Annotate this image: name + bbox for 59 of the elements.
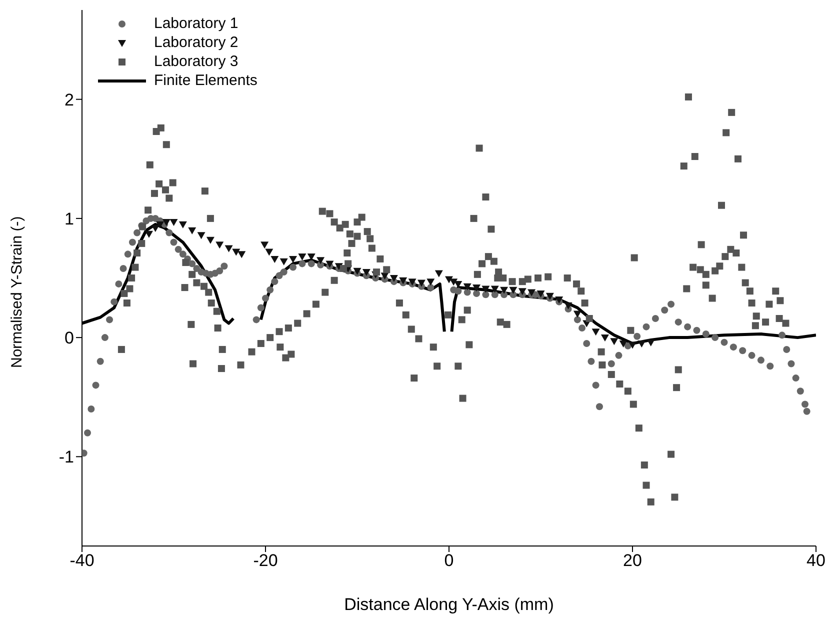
point: [178, 221, 187, 228]
x-tick-label: -20: [253, 551, 278, 570]
point: [156, 221, 164, 228]
y-axis-title: Normalised Y-Strain (-): [8, 216, 26, 368]
point: [151, 224, 160, 232]
point: [482, 286, 490, 293]
point: [260, 242, 269, 249]
point: [619, 340, 628, 348]
point: [463, 283, 472, 290]
point: [144, 230, 153, 238]
legend-label: Laboratory 3: [154, 52, 238, 71]
point: [224, 245, 233, 252]
point: [450, 278, 458, 286]
point: [426, 278, 435, 286]
legend-label: Finite Elements: [154, 71, 258, 90]
point: [454, 280, 462, 288]
point: [289, 256, 298, 263]
y-tick-label: 2: [64, 90, 74, 110]
point: [518, 288, 526, 296]
point: [265, 248, 274, 256]
legend-label: Laboratory 1: [154, 14, 238, 33]
point: [238, 251, 246, 258]
x-tick-label: -40: [70, 551, 94, 570]
x-tick-label: 0: [444, 551, 454, 570]
y-tick-label: -1: [58, 448, 74, 467]
legend-label: Laboratory 2: [154, 33, 238, 52]
point: [434, 270, 443, 278]
y-tick-label: 1: [64, 209, 74, 228]
point: [600, 334, 609, 342]
point: [490, 286, 499, 293]
point: [628, 342, 636, 349]
x-tick-label: 40: [806, 551, 826, 570]
point: [216, 242, 224, 249]
point: [445, 276, 453, 284]
x-axis-title: Distance Along Y-Axis (mm): [344, 595, 554, 614]
point: [390, 275, 398, 282]
point: [188, 227, 196, 234]
y-tick-label: 0: [64, 328, 74, 348]
point: [307, 254, 316, 261]
x-tick-label: 20: [623, 551, 642, 570]
point: [592, 328, 600, 336]
point: [500, 286, 508, 294]
point: [206, 236, 214, 244]
point: [280, 258, 288, 266]
point: [232, 248, 240, 256]
point: [472, 284, 481, 292]
point: [646, 339, 655, 346]
point: [564, 302, 572, 310]
point: [316, 257, 325, 264]
point: [509, 286, 518, 294]
point: [197, 232, 206, 240]
point: [610, 338, 618, 346]
point: [417, 280, 426, 287]
point: [362, 269, 370, 276]
point: [573, 310, 582, 318]
point: [298, 254, 306, 261]
point: [270, 256, 279, 263]
point: [638, 340, 646, 348]
point: [170, 219, 178, 226]
